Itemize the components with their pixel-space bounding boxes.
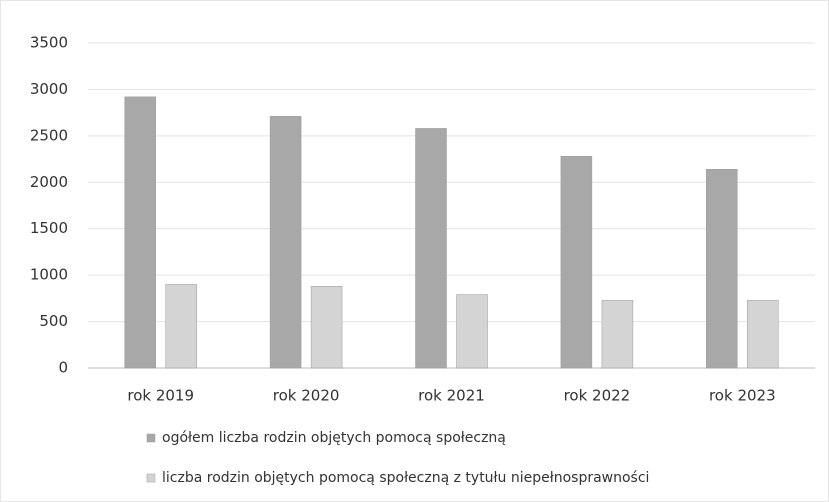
y-tick-label: 3000 [30,80,68,98]
bar [456,294,488,369]
legend-swatch [146,433,156,443]
y-tick-label: 2500 [30,126,68,144]
bar [269,116,302,369]
y-tick-label: 0 [58,359,68,377]
y-tick-label: 1500 [30,219,68,237]
bar [560,156,593,369]
legend-swatch [146,473,156,483]
y-tick-label: 2000 [30,173,68,191]
x-tick-label: rok 2021 [418,387,485,405]
bar [601,299,634,369]
bar [747,299,779,369]
x-tick-label: rok 2022 [564,387,631,405]
bar [310,286,343,369]
y-tick-label: 1000 [30,266,68,284]
x-tick-label: rok 2019 [127,387,194,405]
y-tick-label: 500 [39,312,68,330]
bar [165,284,197,369]
y-tick-label: 3500 [30,34,68,52]
bar [415,128,447,369]
bar [706,169,738,369]
x-tick-label: rok 2020 [273,387,340,405]
legend-label: ogółem liczba rodzin objętych pomocą spo… [162,430,506,446]
legend-label: liczba rodzin objętych pomocą społeczną … [162,470,649,486]
bar [124,96,156,369]
x-tick-label: rok 2023 [709,387,776,405]
